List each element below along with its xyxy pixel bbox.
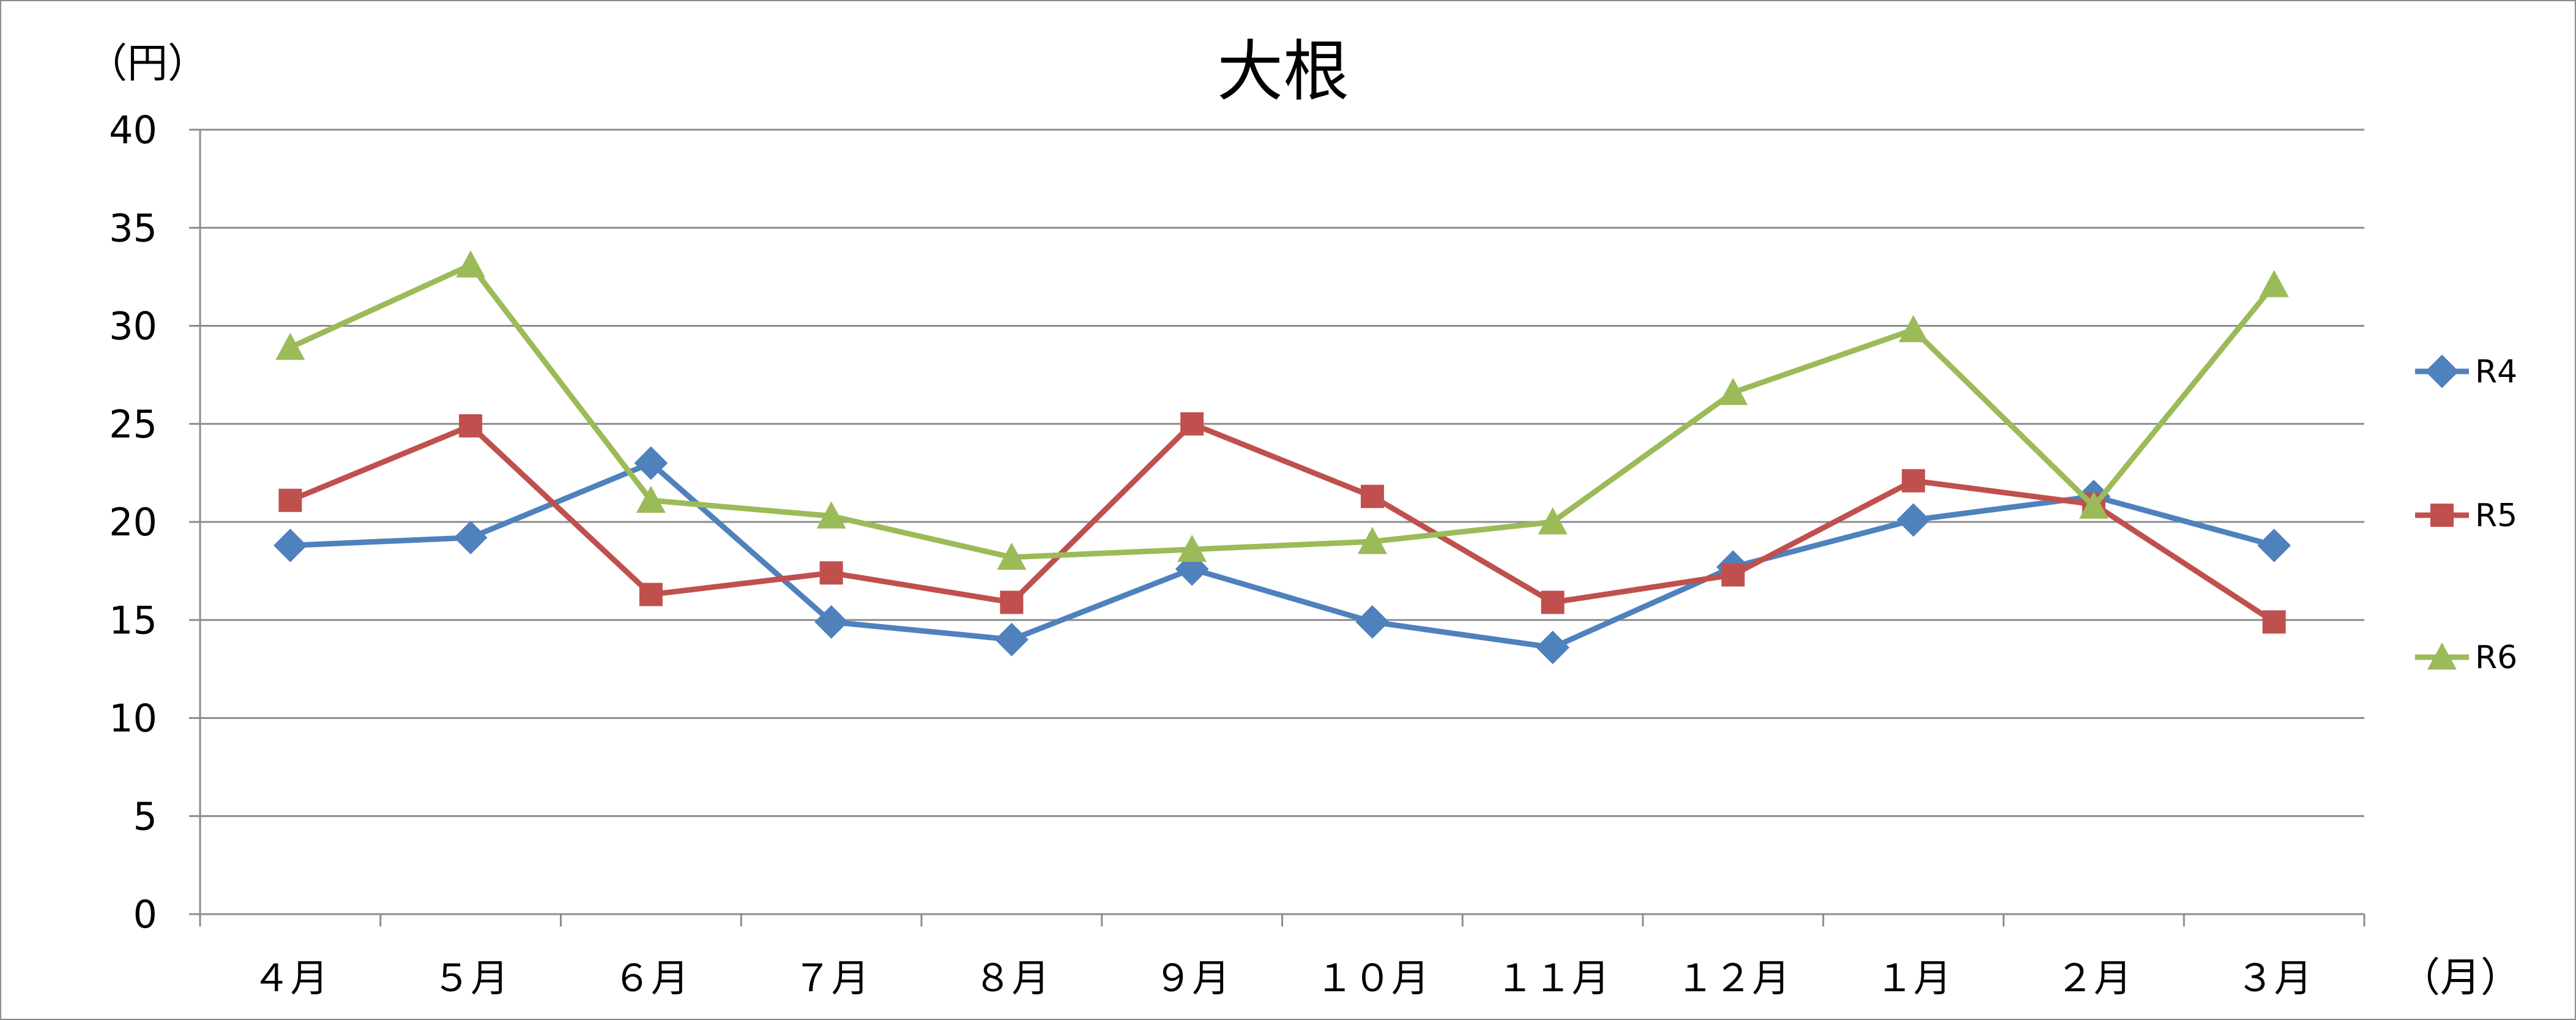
x-tick-label: １１月 [1496,956,1610,1000]
x-tick-label: ２月 [2056,956,2132,1000]
x-tick-label: １０月 [1316,956,1429,1000]
data-point [456,250,486,278]
grid-layer [200,128,2364,817]
x-axis-unit-label: （月） [2400,954,2521,1001]
series-r4 [273,446,2291,664]
data-point [1538,507,1568,535]
y-tick-label: 25 [109,402,157,447]
data-point [2259,270,2289,297]
data-point [1000,590,1024,614]
y-tick-label: 5 [133,794,157,839]
series-layer [273,250,2291,664]
data-point [273,529,307,562]
data-point [1718,378,1748,405]
data-point [453,521,488,555]
data-point [275,332,305,360]
data-point [1536,630,1570,664]
x-tick-label: ５月 [433,956,508,1000]
data-point [1360,485,1384,508]
series-r5 [278,412,2286,634]
x-tick-label: ４月 [252,956,328,1000]
data-point [994,622,1029,657]
legend-swatch-marker [2427,642,2457,670]
data-point [639,583,663,606]
x-tick-label: ７月 [794,956,869,1000]
x-tick-label: １２月 [1676,956,1790,1000]
data-point [816,501,846,529]
x-tick-label: ６月 [613,956,689,1000]
y-tick-label: 0 [133,892,157,937]
legend-item-r5: R5 [2415,497,2517,534]
x-tick-label: ９月 [1154,956,1230,1000]
data-point [278,488,302,512]
y-tick-label: 15 [109,598,157,642]
y-tick-label: 10 [109,696,157,741]
y-tick-label: 40 [109,108,157,152]
x-tick-label: ８月 [973,956,1049,1000]
axis-layer: 0 5 10 15 20 25 30 35 40 ４月 ５月 ６月 ７月 ８月 ９月 １０月 １１月 １２月 １月 ２… [109,108,2366,1000]
data-point [1541,590,1565,614]
data-point [1180,412,1204,436]
data-point [2262,610,2286,634]
data-point [1896,503,1930,537]
data-point [814,605,849,639]
legend-label: R5 [2475,497,2517,534]
legend-swatch-marker [2425,354,2459,389]
x-tick-label: ３月 [2236,956,2312,1000]
legend-label: R4 [2475,354,2517,390]
data-point [634,446,668,480]
series-line-r4 [287,460,2277,650]
y-tick-label: 30 [109,304,157,349]
legend-item-r6: R6 [2415,639,2517,676]
x-tick-label: １月 [1875,956,1951,1000]
data-point [997,542,1027,570]
y-axis-unit-label: （円） [87,40,208,87]
data-point [819,561,843,585]
data-point [2079,491,2109,519]
legend-item-r4: R4 [2415,354,2517,390]
data-point [1355,605,1390,639]
data-point [1902,469,1926,493]
series-line-r6 [287,262,2277,560]
series-r6 [275,250,2289,570]
series-line-r5 [287,421,2277,625]
data-point [1357,527,1387,554]
y-tick-label: 20 [109,500,157,545]
y-tick-label: 35 [109,206,157,250]
data-point [2257,529,2291,562]
legend-swatch-marker [2430,504,2454,527]
legend-label: R6 [2475,639,2517,676]
data-point [459,414,483,437]
chart-title: 大根 [1217,34,1349,110]
data-point [1177,534,1207,562]
data-point [636,485,666,513]
data-point [1721,563,1745,587]
data-point [1899,315,1929,343]
legend: R4 R5 R6 [2415,354,2517,676]
